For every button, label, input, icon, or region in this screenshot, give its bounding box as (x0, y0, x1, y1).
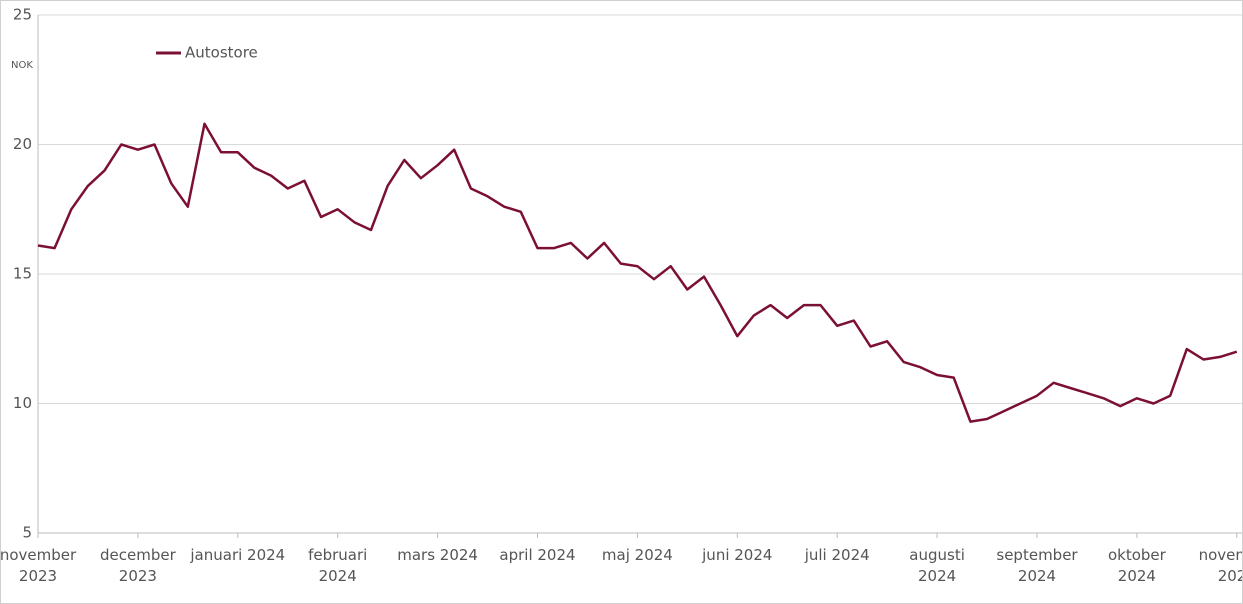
series-line (37, 122, 1238, 423)
x-tick-label: april 2024 (499, 546, 576, 564)
x-tick-label: juli 2024 (804, 546, 870, 564)
y-tick-label: 10 (13, 394, 32, 412)
y-tick-label: 20 (13, 135, 32, 153)
x-tick-label: augusti 2024 (909, 546, 965, 585)
y-tick-label: 15 (13, 265, 32, 283)
legend-label: Autostore (185, 44, 258, 62)
y-tick-label: 5 (22, 524, 32, 542)
x-tick-label: juni 2024 (702, 546, 773, 564)
x-tick-label: januari 2024 (190, 546, 286, 564)
x-tick-label: december 2023 (100, 546, 176, 585)
x-tick-label: september 2024 (996, 546, 1078, 585)
y-axis-label: NOK (11, 60, 33, 71)
x-tick-label: november 2023 (0, 546, 77, 585)
x-tick-label: oktober 2024 (1107, 546, 1166, 585)
x-tick-label: februari 2024 (308, 546, 368, 585)
y-tick-label: 25 (13, 6, 32, 24)
x-tick-label: maj 2024 (601, 546, 673, 564)
x-tick-label: mars 2024 (397, 546, 478, 564)
x-tick-label: november 2024 (1198, 546, 1242, 585)
